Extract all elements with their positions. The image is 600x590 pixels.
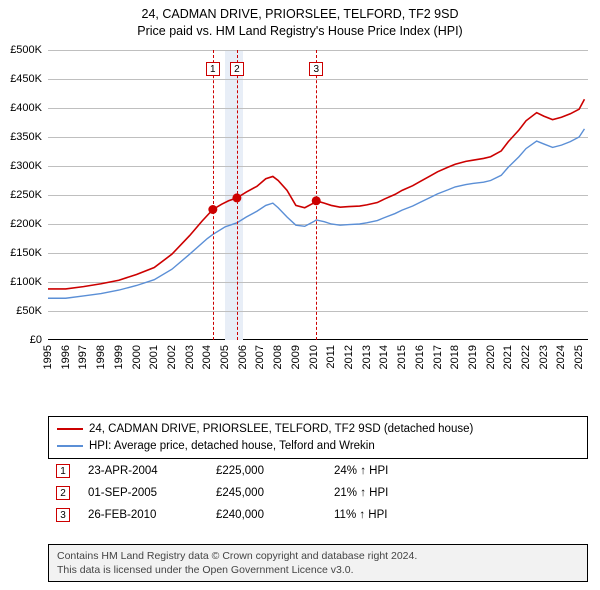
x-tick-label: 2000 xyxy=(131,345,143,369)
y-tick-label: £100K xyxy=(0,277,42,288)
chart-container: 24, CADMAN DRIVE, PRIORSLEE, TELFORD, TF… xyxy=(0,0,600,590)
sale-hpi-delta: 11% ↑ HPI xyxy=(334,509,444,521)
sales-row: 2 01-SEP-2005 £245,000 21% ↑ HPI xyxy=(48,482,588,504)
x-tick-label: 2016 xyxy=(414,345,426,369)
x-tick-label: 2011 xyxy=(325,345,337,369)
sale-date: 26-FEB-2010 xyxy=(88,509,198,521)
legend-label: HPI: Average price, detached house, Telf… xyxy=(89,438,375,455)
plot-region: £0£50K£100K£150K£200K£250K£300K£350K£400… xyxy=(48,50,588,340)
chart-area: £0£50K£100K£150K£200K£250K£300K£350K£400… xyxy=(48,50,588,370)
x-tick-label: 1999 xyxy=(113,345,125,369)
y-tick-label: £250K xyxy=(0,190,42,201)
footer-line2: This data is licensed under the Open Gov… xyxy=(57,563,579,577)
x-tick-label: 2023 xyxy=(538,345,550,369)
legend-label: 24, CADMAN DRIVE, PRIORSLEE, TELFORD, TF… xyxy=(89,421,473,438)
x-tick-label: 2024 xyxy=(555,345,567,369)
sale-index-box: 3 xyxy=(56,508,70,522)
x-tick-label: 2001 xyxy=(148,345,160,369)
sales-table: 1 23-APR-2004 £225,000 24% ↑ HPI 2 01-SEP-200… xyxy=(48,460,588,526)
x-tick-label: 2010 xyxy=(308,345,320,369)
legend-swatch xyxy=(57,445,83,447)
sale-marker-box: 1 xyxy=(206,62,220,76)
chart-titles: 24, CADMAN DRIVE, PRIORSLEE, TELFORD, TF… xyxy=(0,0,600,40)
x-tick-label: 2002 xyxy=(166,345,178,369)
sale-vline xyxy=(213,50,214,340)
x-tick-label: 2020 xyxy=(485,345,497,369)
footer-line1: Contains HM Land Registry data © Crown c… xyxy=(57,549,579,563)
x-tick-label: 2008 xyxy=(272,345,284,369)
sale-date: 23-APR-2004 xyxy=(88,465,198,477)
sale-price: £225,000 xyxy=(216,465,316,477)
x-tick-label: 2009 xyxy=(290,345,302,369)
x-tick-label: 2014 xyxy=(378,345,390,369)
title-line1: 24, CADMAN DRIVE, PRIORSLEE, TELFORD, TF… xyxy=(0,6,600,23)
sale-vline xyxy=(237,50,238,340)
y-tick-label: £50K xyxy=(0,306,42,317)
x-tick-label: 2021 xyxy=(502,345,514,369)
legend-box: 24, CADMAN DRIVE, PRIORSLEE, TELFORD, TF… xyxy=(48,416,588,459)
sale-price: £240,000 xyxy=(216,509,316,521)
x-tick-label: 2022 xyxy=(520,345,532,369)
x-tick-label: 2025 xyxy=(573,345,585,369)
sale-date: 01-SEP-2005 xyxy=(88,487,198,499)
x-tick-label: 2015 xyxy=(396,345,408,369)
sales-row: 1 23-APR-2004 £225,000 24% ↑ HPI xyxy=(48,460,588,482)
x-tick-label: 2007 xyxy=(254,345,266,369)
footer-box: Contains HM Land Registry data © Crown c… xyxy=(48,544,588,582)
sale-hpi-delta: 21% ↑ HPI xyxy=(334,487,444,499)
sales-row: 3 26-FEB-2010 £240,000 11% ↑ HPI xyxy=(48,504,588,526)
x-axis-labels: 1995199619971998199920002001200220032004… xyxy=(48,345,588,405)
sale-marker-box: 3 xyxy=(309,62,323,76)
lines-svg xyxy=(48,50,588,340)
y-tick-label: £450K xyxy=(0,74,42,85)
sale-vline xyxy=(316,50,317,340)
x-tick-label: 2017 xyxy=(432,345,444,369)
y-tick-label: £500K xyxy=(0,45,42,56)
x-tick-label: 2018 xyxy=(449,345,461,369)
x-tick-label: 1998 xyxy=(95,345,107,369)
x-tick-label: 1997 xyxy=(77,345,89,369)
y-tick-label: £200K xyxy=(0,219,42,230)
legend-row: HPI: Average price, detached house, Telf… xyxy=(57,438,579,455)
title-line2: Price paid vs. HM Land Registry's House … xyxy=(0,23,600,40)
x-tick-label: 2006 xyxy=(237,345,249,369)
sale-index-box: 1 xyxy=(56,464,70,478)
x-tick-label: 2019 xyxy=(467,345,479,369)
x-tick-label: 1996 xyxy=(60,345,72,369)
x-tick-label: 2003 xyxy=(184,345,196,369)
sale-price: £245,000 xyxy=(216,487,316,499)
x-tick-label: 1995 xyxy=(42,345,54,369)
x-tick-label: 2005 xyxy=(219,345,231,369)
x-tick-label: 2012 xyxy=(343,345,355,369)
y-tick-label: £350K xyxy=(0,132,42,143)
x-tick-label: 2004 xyxy=(201,345,213,369)
y-tick-label: £150K xyxy=(0,248,42,259)
sale-index-box: 2 xyxy=(56,486,70,500)
y-tick-label: £400K xyxy=(0,103,42,114)
y-tick-label: £0 xyxy=(0,335,42,346)
legend-row: 24, CADMAN DRIVE, PRIORSLEE, TELFORD, TF… xyxy=(57,421,579,438)
sale-hpi-delta: 24% ↑ HPI xyxy=(334,465,444,477)
sale-marker-box: 2 xyxy=(230,62,244,76)
y-tick-label: £300K xyxy=(0,161,42,172)
legend-swatch xyxy=(57,428,83,430)
x-tick-label: 2013 xyxy=(361,345,373,369)
